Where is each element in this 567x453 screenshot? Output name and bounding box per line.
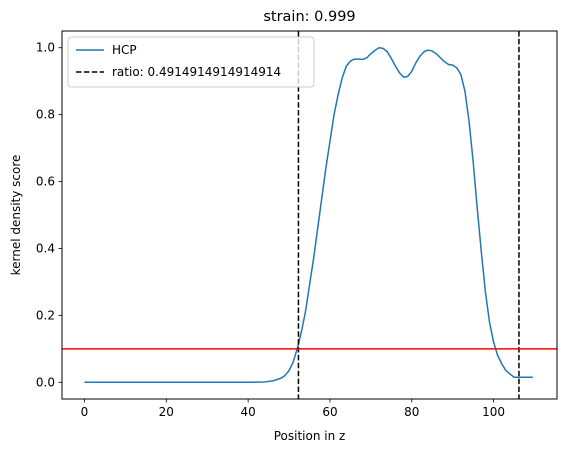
chart-title: strain: 0.999 <box>263 9 355 25</box>
y-axis-label: kernel density score <box>9 155 23 276</box>
axes-frame <box>61 30 558 400</box>
x-tick-label: 0 <box>81 405 89 419</box>
legend-box <box>67 36 315 88</box>
y-tick-label: 1.0 <box>36 41 55 55</box>
x-axis-ticks: 0 20 40 60 80 100 <box>81 399 505 419</box>
y-axis-ticks: 0.0 0.2 0.4 0.6 0.8 1.0 <box>36 41 62 389</box>
y-tick-label: 0.2 <box>36 308 55 322</box>
x-axis-label: Position in z <box>274 429 346 443</box>
plot-area <box>62 31 557 399</box>
x-tick-label: 80 <box>404 405 419 419</box>
y-tick-label: 0.4 <box>36 241 55 255</box>
legend: HCP ratio: 0.4914914914914914 <box>67 36 315 88</box>
x-tick-label: 40 <box>240 405 255 419</box>
y-tick-label: 0.8 <box>36 108 55 122</box>
x-tick-label: 20 <box>159 405 174 419</box>
series-line-hcp <box>84 46 533 384</box>
legend-label: HCP <box>112 43 137 57</box>
y-tick-label: 0.0 <box>36 375 55 389</box>
x-tick-label: 100 <box>482 405 505 419</box>
y-tick-label: 0.6 <box>36 175 55 189</box>
x-tick-label: 60 <box>322 405 337 419</box>
legend-label: ratio: 0.4914914914914914 <box>112 65 281 79</box>
